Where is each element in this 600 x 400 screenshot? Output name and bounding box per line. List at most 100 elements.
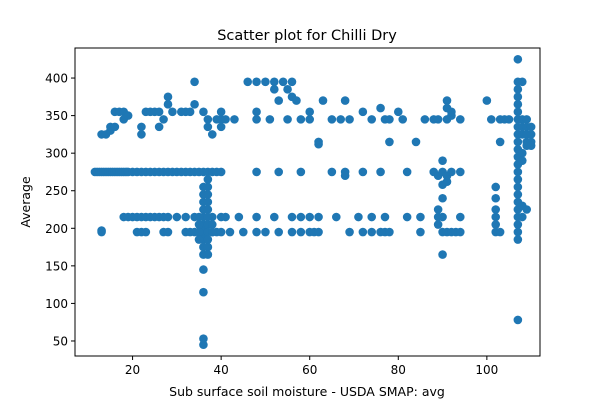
chart-title: Scatter plot for Chilli Dry (217, 28, 397, 44)
data-point (513, 85, 523, 94)
data-point (433, 205, 443, 214)
data-point (385, 227, 394, 237)
data-point (172, 212, 182, 222)
data-point (491, 193, 501, 203)
data-point (486, 115, 496, 124)
y-tick-label: 400 (45, 72, 68, 86)
y-axis: 50 100 150 200 250 300 350 400 (45, 72, 75, 348)
x-tick-label: 60 (302, 363, 317, 377)
data-point (526, 122, 536, 132)
data-point (438, 193, 447, 203)
data-point (292, 96, 301, 105)
data-point (216, 107, 226, 117)
data-point (216, 227, 226, 237)
data-point (385, 137, 394, 147)
data-point (385, 115, 394, 124)
data-point (207, 220, 217, 229)
y-axis-label: Average (18, 176, 33, 228)
data-point (376, 103, 385, 113)
data-point (123, 111, 133, 120)
data-point (269, 77, 279, 87)
data-point (207, 227, 217, 237)
data-point (216, 122, 226, 132)
x-tick-label: 80 (391, 363, 406, 377)
data-point (199, 334, 208, 344)
data-point (314, 227, 323, 237)
data-point (513, 175, 523, 184)
data-point (354, 212, 363, 222)
data-point (513, 190, 523, 199)
data-point (367, 212, 377, 222)
data-point (447, 111, 456, 120)
data-point (194, 227, 204, 237)
data-point (252, 227, 261, 237)
data-point (221, 115, 230, 124)
data-point (526, 141, 536, 150)
data-point (340, 171, 350, 181)
x-axis-label: Sub surface soil moisture - USDA SMAP: a… (169, 384, 445, 399)
data-point (513, 182, 523, 192)
data-point (517, 148, 527, 158)
data-point (455, 115, 465, 124)
data-point (517, 156, 527, 165)
data-point (261, 227, 270, 237)
data-point (203, 242, 213, 252)
data-point (203, 235, 213, 244)
data-point (296, 115, 306, 124)
data-point (495, 227, 505, 237)
data-point (163, 92, 173, 102)
data-point (513, 107, 523, 117)
data-point (265, 115, 275, 124)
data-point (420, 115, 430, 124)
data-point (522, 115, 532, 124)
data-point (137, 130, 146, 139)
data-point (331, 212, 341, 222)
data-point (269, 212, 279, 222)
data-point (438, 156, 447, 165)
data-point (416, 212, 425, 222)
data-point (433, 115, 443, 124)
data-point (181, 212, 191, 222)
data-point (305, 107, 315, 117)
data-point (455, 212, 465, 222)
data-point (287, 77, 297, 87)
data-point (358, 167, 368, 177)
data-point (513, 167, 523, 177)
data-point (336, 115, 346, 124)
data-point (442, 96, 452, 105)
data-point (203, 190, 213, 199)
data-point (194, 220, 204, 229)
data-point (287, 212, 297, 222)
data-point (203, 115, 213, 124)
data-point (447, 167, 456, 177)
y-tick-label: 100 (45, 297, 68, 311)
data-point (513, 235, 523, 244)
data-point (491, 182, 501, 192)
data-point (517, 212, 527, 222)
data-point (517, 77, 527, 87)
data-point (411, 137, 421, 147)
data-point (203, 122, 213, 132)
data-point (513, 227, 523, 237)
data-point (274, 96, 284, 105)
data-point (252, 107, 261, 117)
data-point (358, 107, 368, 117)
data-point (367, 227, 377, 237)
data-point (252, 212, 261, 222)
data-point (243, 77, 253, 87)
data-point (97, 226, 106, 235)
data-point (194, 212, 204, 222)
data-point (513, 100, 523, 109)
y-tick-label: 350 (45, 109, 68, 123)
data-point (199, 340, 208, 350)
data-point (163, 100, 173, 109)
data-point (526, 130, 536, 139)
data-point (283, 85, 292, 94)
data-point (203, 175, 213, 184)
data-point (367, 115, 377, 124)
data-point (163, 227, 173, 237)
data-point (203, 250, 213, 259)
data-point (199, 107, 208, 117)
data-point (252, 115, 261, 124)
data-point (168, 107, 177, 117)
